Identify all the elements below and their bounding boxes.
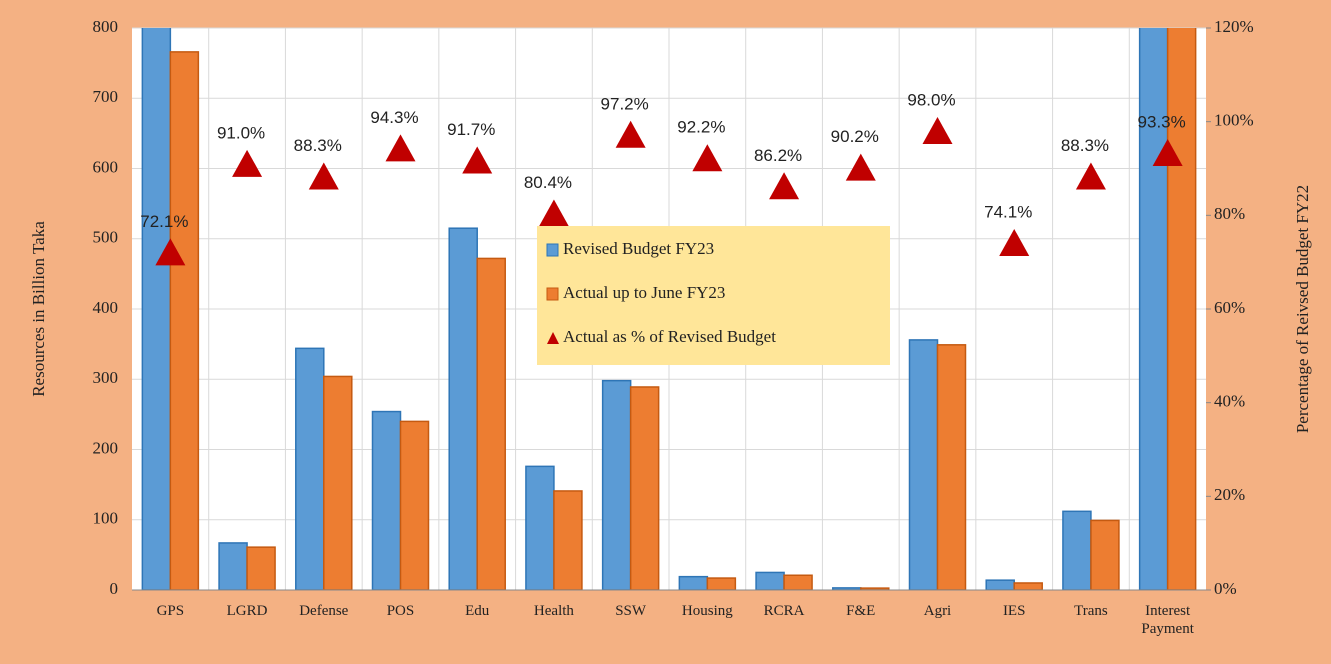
marker <box>232 149 263 177</box>
data-label: 88.3% <box>294 136 342 155</box>
bar <box>1166 28 1197 590</box>
bar <box>629 386 660 590</box>
data-label: 94.3% <box>370 108 418 127</box>
data-label: 74.1% <box>984 202 1032 221</box>
bar <box>678 575 709 590</box>
bar <box>323 375 353 590</box>
legend-label: Revised Budget FY23 <box>563 239 714 258</box>
marker <box>385 134 416 162</box>
legend-marker <box>546 287 559 301</box>
bar <box>399 420 430 590</box>
data-label: 91.0% <box>217 123 265 142</box>
y-tick-label: 300 <box>93 368 119 387</box>
bar <box>706 577 737 590</box>
y2-tick-label: 80% <box>1214 204 1245 223</box>
y-tick-label: 100 <box>93 509 119 528</box>
bar <box>525 465 555 590</box>
y2-tick-label: 20% <box>1214 485 1245 504</box>
y2-tick-label: 0% <box>1214 579 1237 598</box>
marker <box>1152 139 1183 167</box>
y-tick-label: 500 <box>93 228 119 247</box>
legend <box>537 226 890 365</box>
y-tick-label: 700 <box>93 87 119 106</box>
x-tick-label: Defense <box>299 603 349 619</box>
data-label: 88.3% <box>1061 136 1109 155</box>
x-tick-label: SSW <box>615 603 647 619</box>
y-tick-label: 800 <box>93 17 119 36</box>
y-tick-label: 400 <box>93 298 119 317</box>
data-label: 98.0% <box>907 91 955 110</box>
y-axis-title: Resources in Billion Taka <box>29 221 48 397</box>
x-tick-label: F&E <box>846 603 876 619</box>
legend-marker <box>547 332 559 344</box>
data-label: 72.1% <box>140 212 188 231</box>
bar <box>1090 519 1120 590</box>
data-label: 90.2% <box>831 127 879 146</box>
bar <box>1138 28 1169 590</box>
y2-tick-label: 40% <box>1214 392 1245 411</box>
x-tick-label: Health <box>533 603 574 619</box>
x-tick-label: IES <box>1002 603 1026 619</box>
data-label: 92.2% <box>677 118 725 137</box>
marker <box>845 153 876 181</box>
y2-axis-title: Percentage of Reivsed Budget FY22 <box>1293 185 1312 433</box>
bar <box>169 51 200 590</box>
marker <box>1075 162 1106 190</box>
data-label: 86.2% <box>754 146 802 165</box>
bar <box>141 28 172 590</box>
legend-label: Actual as % of Revised Budget <box>563 327 776 346</box>
bar <box>246 546 276 590</box>
bar <box>553 490 583 590</box>
bar <box>936 344 967 590</box>
marker <box>692 144 723 172</box>
bar <box>1062 510 1092 590</box>
marker <box>615 120 646 148</box>
data-label: 80.4% <box>524 173 572 192</box>
marker <box>922 117 953 145</box>
bar <box>1013 582 1043 590</box>
y-tick-label: 0 <box>110 579 119 598</box>
data-label: 91.7% <box>447 120 495 139</box>
bar <box>218 542 248 590</box>
marker <box>769 172 800 200</box>
x-tick-label: RCRA <box>763 603 805 619</box>
legend-marker <box>546 243 559 257</box>
bar <box>448 227 478 590</box>
x-tick-label: Agri <box>923 603 952 619</box>
bar <box>985 579 1015 590</box>
x-tick-label: GPS <box>156 603 185 619</box>
bar <box>908 339 939 590</box>
y-tick-label: 600 <box>93 157 119 176</box>
data-label: 93.3% <box>1138 113 1186 132</box>
y2-tick-label: 120% <box>1214 17 1254 36</box>
y2-tick-label: 60% <box>1214 298 1245 317</box>
bar <box>476 257 506 590</box>
bar <box>860 587 890 590</box>
data-label: 97.2% <box>601 94 649 113</box>
bar <box>783 574 813 590</box>
bar <box>295 347 325 590</box>
bar <box>371 410 402 590</box>
x-tick-label: Housing <box>681 603 733 619</box>
x-tick-label: POS <box>386 603 415 619</box>
marker <box>462 146 493 174</box>
marker <box>308 162 339 190</box>
y2-tick-label: 100% <box>1214 111 1254 130</box>
bar <box>755 571 785 590</box>
marker <box>538 199 569 227</box>
marker <box>155 238 186 266</box>
legend-label: Actual up to June FY23 <box>563 283 725 302</box>
x-tick-label: Interest Payment <box>1141 603 1194 637</box>
y-tick-label: 200 <box>93 438 119 457</box>
x-tick-label: Edu <box>465 603 490 619</box>
bar <box>601 379 632 590</box>
x-tick-label: Trans <box>1074 603 1108 619</box>
marker <box>999 228 1030 256</box>
x-tick-label: LGRD <box>226 603 268 619</box>
